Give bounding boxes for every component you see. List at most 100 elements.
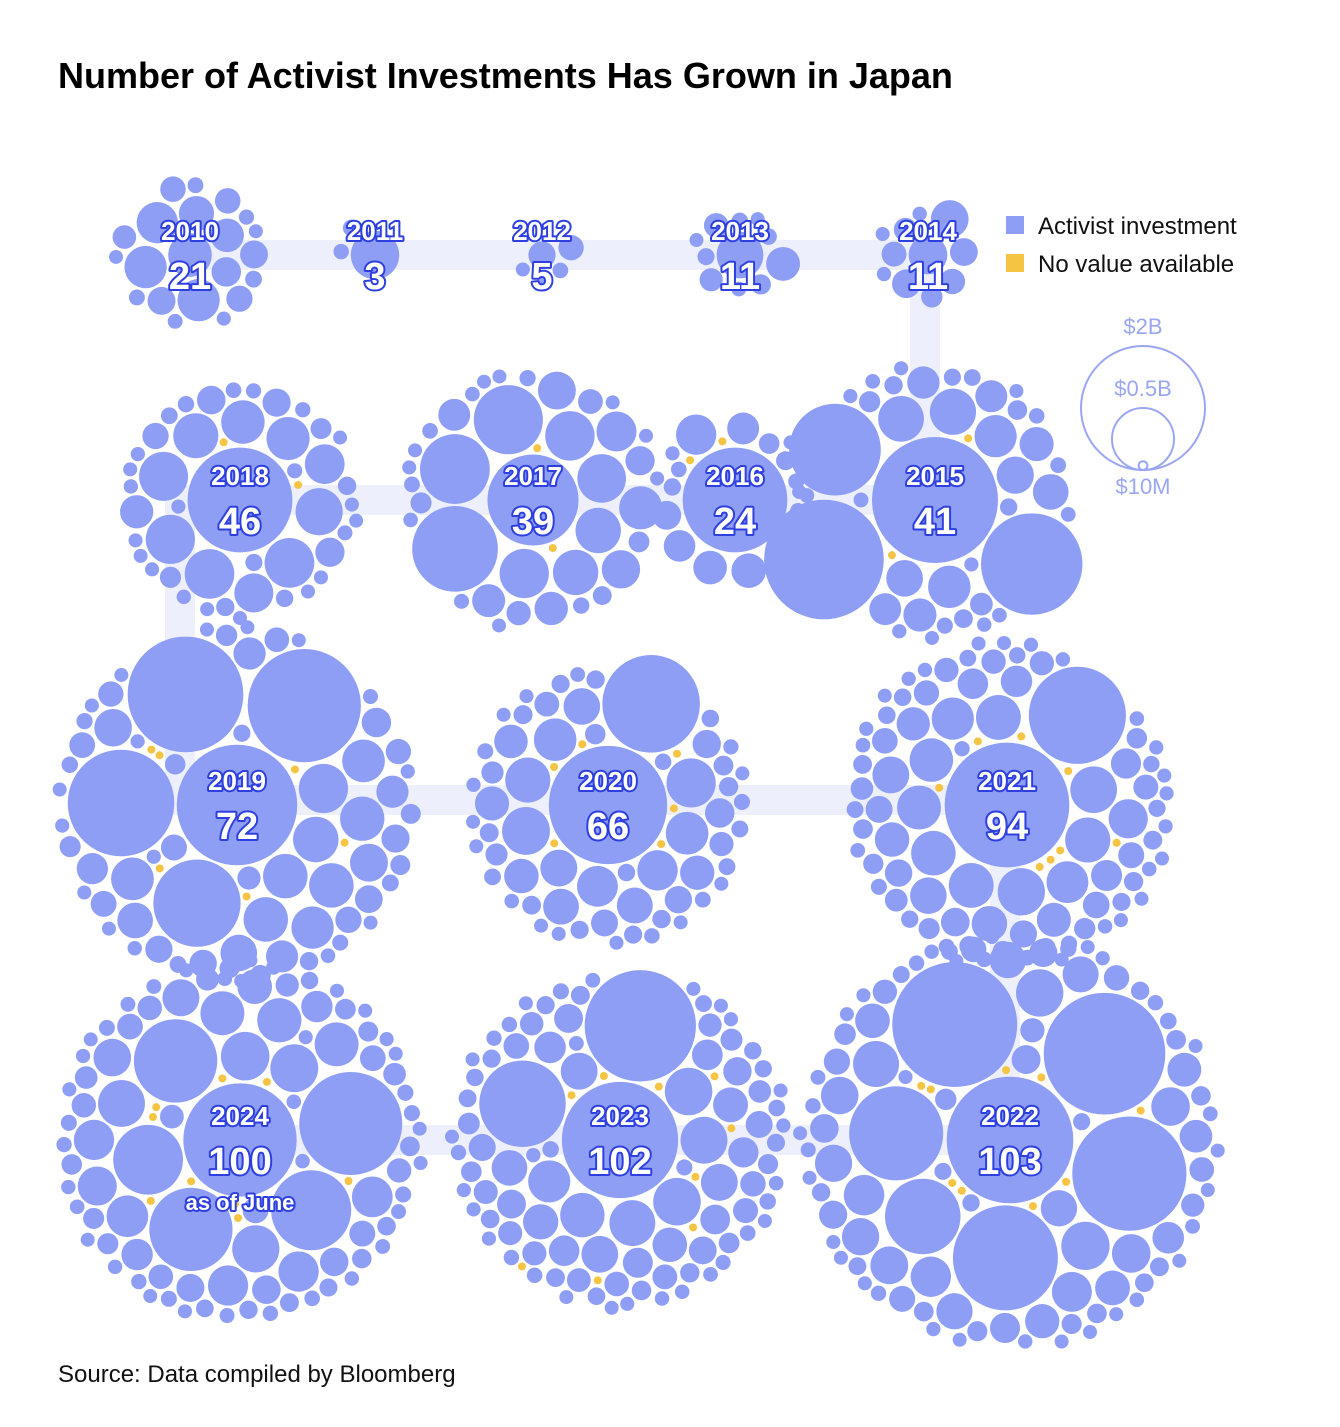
year-label: 2022 (981, 1101, 1039, 1131)
bubble (55, 818, 70, 833)
bubble (654, 753, 672, 771)
bubble (438, 398, 471, 431)
bubble (1040, 1190, 1078, 1227)
bubble (1074, 917, 1096, 940)
size-legend-label: $10M (1115, 474, 1170, 499)
bubble (216, 311, 231, 326)
bubble (1011, 1045, 1041, 1075)
bubble (299, 952, 319, 971)
bubble (789, 541, 804, 556)
bubble (735, 766, 750, 781)
bubble (77, 1166, 117, 1206)
bubble (294, 480, 303, 489)
bubble (314, 1022, 359, 1067)
bubble (952, 1205, 1058, 1311)
bubble (481, 1231, 497, 1246)
bubble (872, 979, 898, 1004)
bubble (252, 1275, 281, 1304)
bubble (177, 396, 195, 413)
bubble (686, 456, 695, 465)
bubble (1147, 994, 1164, 1011)
bubble (1028, 408, 1045, 424)
bubble (691, 1039, 723, 1071)
bubble (146, 849, 161, 864)
bubble (386, 1158, 412, 1183)
bubble (226, 285, 253, 312)
bubble (892, 962, 1018, 1088)
bubble (496, 707, 511, 722)
count-label: 94 (986, 806, 1028, 848)
bubble (219, 958, 240, 979)
bubble (1008, 647, 1026, 664)
bubble (519, 369, 536, 387)
bubble (727, 412, 760, 445)
bubble (934, 657, 959, 683)
bubble (572, 597, 590, 614)
bubble (177, 1304, 192, 1319)
bubble (552, 549, 599, 596)
bubble (337, 476, 357, 496)
bubble (1143, 830, 1163, 850)
bubble (133, 548, 148, 563)
bubble (528, 241, 556, 269)
bubble (519, 1011, 544, 1036)
cluster (56, 953, 428, 1324)
bubble (1167, 1052, 1202, 1087)
bubble (704, 798, 735, 828)
count-label: 100 (208, 1141, 271, 1183)
bubble (875, 226, 890, 242)
bubble (601, 550, 641, 589)
bubble (718, 777, 739, 797)
bubble (799, 488, 815, 503)
bubble (1028, 1202, 1037, 1211)
bubble (713, 998, 728, 1013)
bubble (928, 565, 971, 609)
bubble (1157, 768, 1172, 783)
bubble (504, 893, 520, 909)
bubble (834, 1023, 856, 1045)
bubble (319, 1278, 338, 1297)
bubble (128, 533, 143, 548)
bubble (872, 756, 910, 794)
bubble (620, 1296, 635, 1311)
bubble (700, 1163, 738, 1201)
bubble (61, 1179, 76, 1195)
bubble (74, 1066, 98, 1089)
bubble (301, 990, 333, 1023)
bubble (946, 1076, 1074, 1204)
bubble (1143, 755, 1160, 773)
bubble (768, 557, 783, 572)
cluster (793, 929, 1225, 1349)
bubble (450, 1144, 467, 1161)
bubble (849, 1086, 944, 1181)
bubble (402, 460, 417, 475)
bubble (142, 422, 169, 450)
bubble (381, 874, 399, 892)
cluster (120, 382, 364, 626)
bubble (903, 598, 937, 632)
bubble (674, 1284, 690, 1300)
bubble (943, 368, 961, 386)
bubble (400, 764, 415, 779)
bubble (340, 838, 349, 847)
bubble (811, 1183, 831, 1202)
bubble (290, 765, 299, 774)
bubble (546, 1268, 565, 1288)
bubble (731, 553, 767, 588)
bubble (581, 1235, 619, 1273)
bubble (971, 636, 986, 651)
bubble (344, 1176, 353, 1185)
cluster (652, 412, 816, 588)
bubble (358, 1003, 373, 1018)
bubble (479, 1060, 566, 1147)
bubble (127, 636, 244, 753)
bubble (160, 407, 178, 425)
bubble (1123, 872, 1144, 892)
bubble (391, 1204, 407, 1220)
legend-swatch (1006, 254, 1024, 272)
bubble (586, 670, 605, 689)
bubble (1166, 1029, 1186, 1050)
bubble (964, 434, 973, 443)
bubble (926, 1321, 941, 1337)
bubble (233, 637, 266, 670)
